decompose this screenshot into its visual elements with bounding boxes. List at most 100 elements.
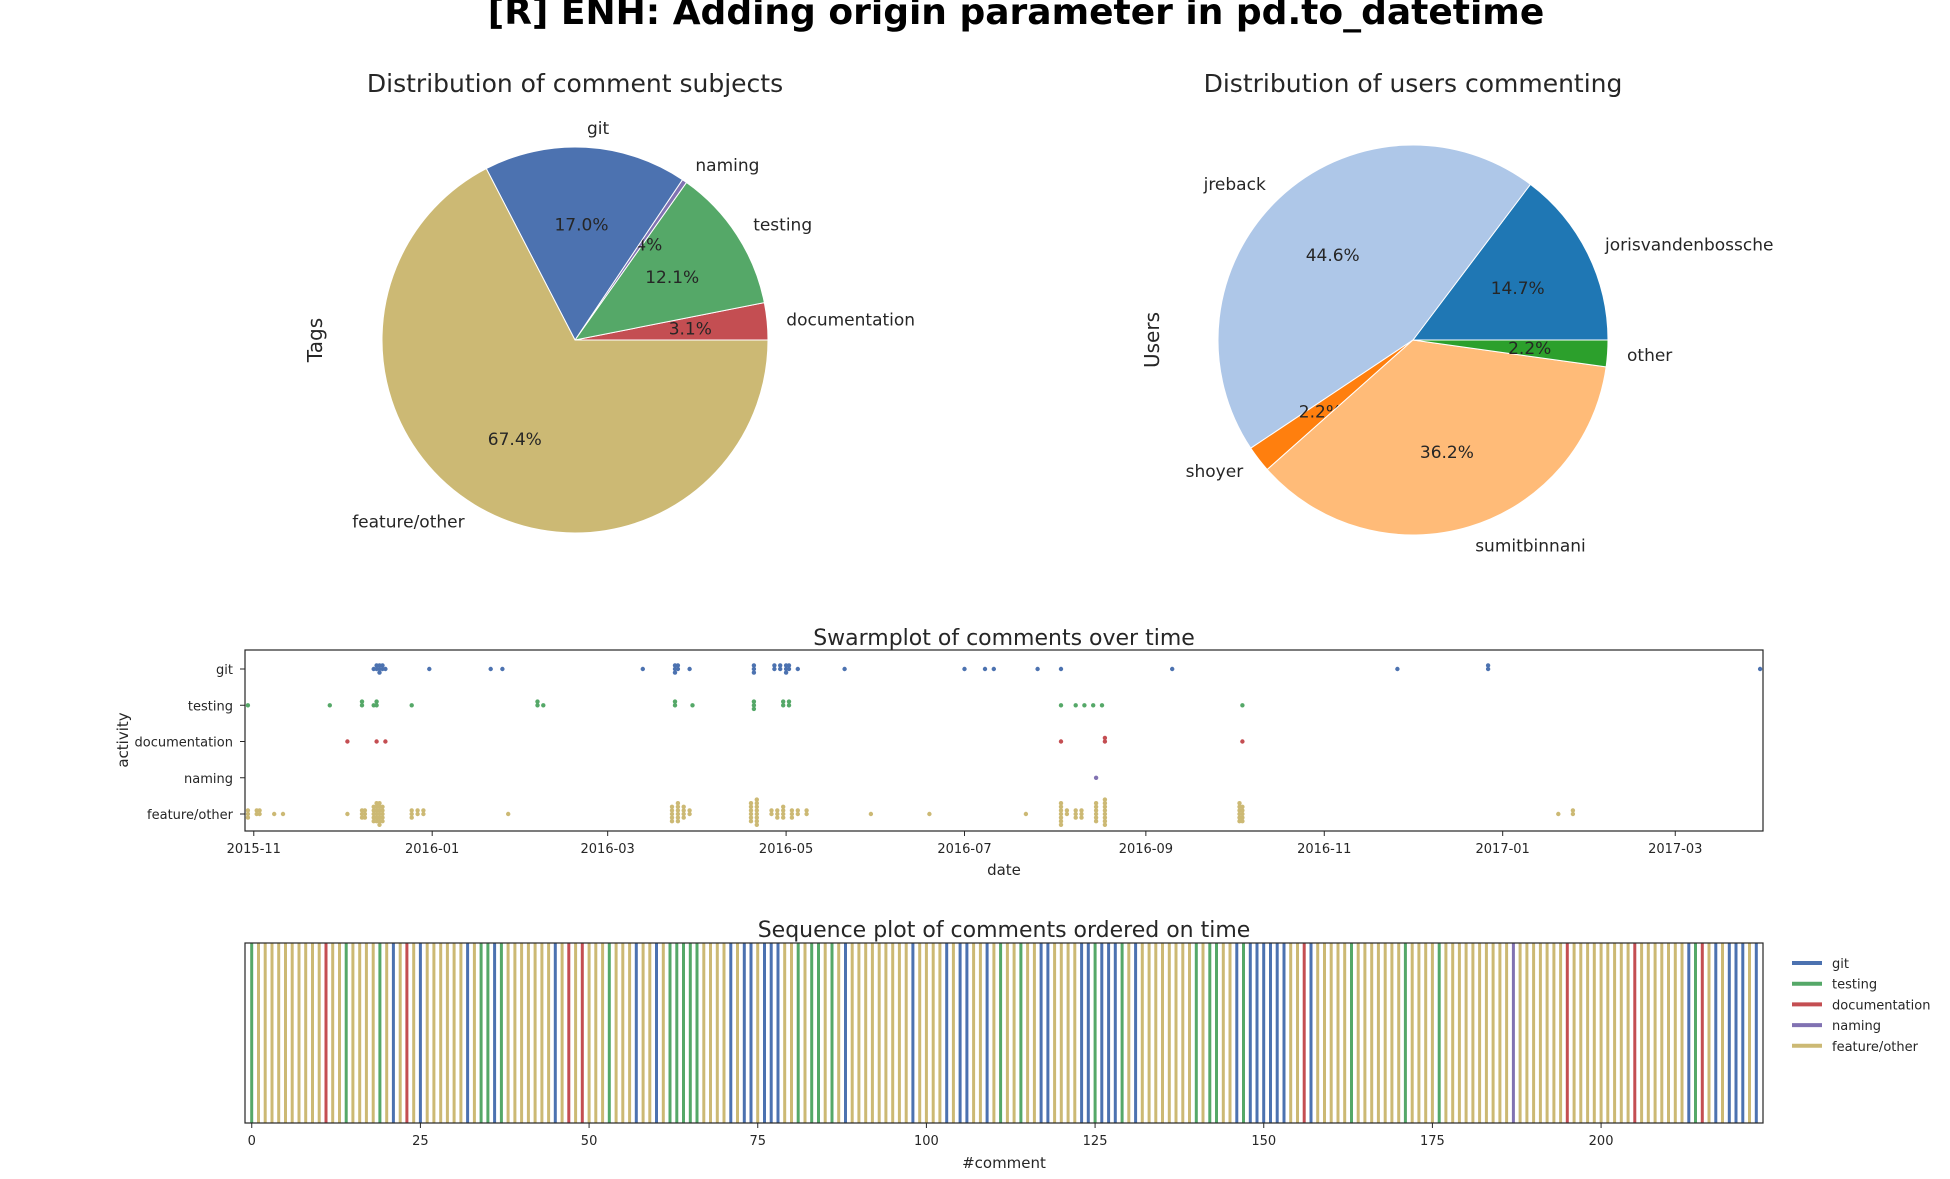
swarm-point: [327, 703, 332, 708]
swarm-point: [1058, 801, 1064, 806]
swarm-point: [781, 804, 786, 809]
swarm-ylabel: activity: [114, 712, 132, 767]
swarmplot: Swarmplot of comments over time date act…: [114, 626, 1764, 879]
swarm-point: [1237, 801, 1242, 806]
swarm-point: [754, 797, 759, 802]
swarm-point: [681, 815, 686, 820]
swarm-point: [1058, 739, 1064, 744]
swarm-ytick-label: naming: [184, 772, 233, 787]
swarm-point: [245, 703, 251, 708]
swarm-point: [409, 811, 414, 817]
swarm-point: [804, 811, 809, 817]
seq-legend-label: documentation: [1832, 998, 1930, 1013]
swarm-point: [374, 739, 379, 744]
swarm-point: [409, 703, 414, 708]
swarm-point: [1079, 815, 1084, 820]
swarm-point: [415, 808, 420, 813]
swarm-point: [1102, 735, 1108, 741]
pie1-label-naming: naming: [695, 156, 759, 176]
swarm-point: [380, 815, 385, 820]
swarm-point: [245, 808, 251, 813]
swarm-xtick-label: 2016-01: [405, 842, 459, 857]
swarm-point: [1093, 804, 1099, 809]
swarm-xlabel: date: [987, 861, 1021, 879]
swarm-point: [245, 815, 251, 820]
swarm-point: [1093, 815, 1099, 820]
pie2-label-jorisvandenbossche: jorisvandenbossche: [1604, 235, 1773, 255]
swarm-point: [991, 666, 996, 672]
swarm-point: [541, 703, 546, 708]
pie2-label-sumitbinnani: sumitbinnani: [1475, 536, 1586, 556]
swarm-point: [962, 666, 967, 672]
swarm-point: [1102, 804, 1108, 809]
swarm-point: [781, 815, 786, 820]
swarm-point: [257, 811, 262, 817]
swarm-point: [675, 819, 681, 824]
swarm-point: [1099, 703, 1105, 708]
swarm-xtick-label: 2017-03: [1648, 842, 1702, 857]
swarm-point: [778, 666, 783, 672]
swarm-point: [272, 811, 277, 817]
swarm-ytick-label: documentation: [135, 736, 233, 751]
seq-legend-label: testing: [1832, 978, 1877, 993]
pie2-slice-jreback: [1217, 144, 1532, 449]
pie2-pct-other: 2.2%: [1508, 339, 1551, 359]
swarm-point: [1102, 801, 1108, 806]
swarm-xtick-label: 2016-09: [1119, 842, 1173, 857]
swarm-point: [1058, 804, 1064, 809]
seq-xtick-label: 125: [1083, 1134, 1108, 1149]
pie2-label-shoyer: shoyer: [1186, 462, 1244, 482]
swarm-point: [681, 808, 686, 813]
swarm-point: [1240, 739, 1245, 744]
swarm-point: [669, 804, 675, 809]
swarm-point: [804, 808, 809, 813]
swarm-point: [1079, 808, 1084, 813]
swarm-point: [675, 663, 681, 668]
swarm-point: [669, 819, 675, 824]
swarm-point: [795, 811, 800, 817]
swarm-xtick-label: 2015-11: [227, 842, 281, 857]
pie1-pct-git: 17.0%: [554, 215, 608, 235]
swarm-point: [362, 815, 368, 820]
swarm-point: [345, 811, 350, 817]
swarm-point: [775, 811, 780, 817]
swarm-point: [1240, 804, 1245, 809]
swarm-point: [751, 703, 757, 708]
swarm-point: [409, 815, 414, 820]
swarm-point: [751, 706, 757, 712]
swarm-point: [672, 670, 678, 675]
swarm-point: [1035, 666, 1040, 672]
swarm-point: [754, 801, 759, 806]
swarm-point: [748, 811, 754, 817]
swarm-point: [751, 699, 757, 704]
swarm-point: [754, 808, 759, 813]
swarm-point: [1093, 811, 1099, 817]
swarm-point: [383, 739, 388, 744]
swarm-point: [1570, 811, 1576, 817]
swarm-point: [1102, 815, 1108, 820]
swarm-point: [377, 801, 382, 806]
swarm-point: [377, 670, 382, 675]
swarm-point: [751, 663, 757, 668]
swarm-point: [786, 703, 792, 708]
swarm-xtick-label: 2016-07: [937, 842, 991, 857]
swarm-point: [1058, 815, 1064, 820]
swarm-point: [1240, 808, 1245, 813]
swarm-point: [1093, 801, 1099, 806]
swarm-point: [778, 663, 783, 668]
pie1-pct-documentation: 3.1%: [669, 320, 712, 340]
swarm-point: [362, 811, 368, 817]
swarm-point: [675, 815, 681, 820]
swarm-point: [380, 804, 385, 809]
pie1-slice-git: [485, 146, 684, 341]
seq-xtick-label: 175: [1420, 1134, 1445, 1149]
sequence-plot: Sequence plot of comments ordered on tim…: [244, 918, 1930, 1172]
swarm-point: [380, 811, 385, 817]
swarm-point: [748, 815, 754, 820]
swarm-point: [1082, 703, 1087, 708]
swarm-point: [748, 801, 754, 806]
pie1-ylabel: Tags: [303, 318, 327, 363]
swarm-point: [748, 804, 754, 809]
pie2-slice-sumitbinnani: [1266, 339, 1607, 536]
